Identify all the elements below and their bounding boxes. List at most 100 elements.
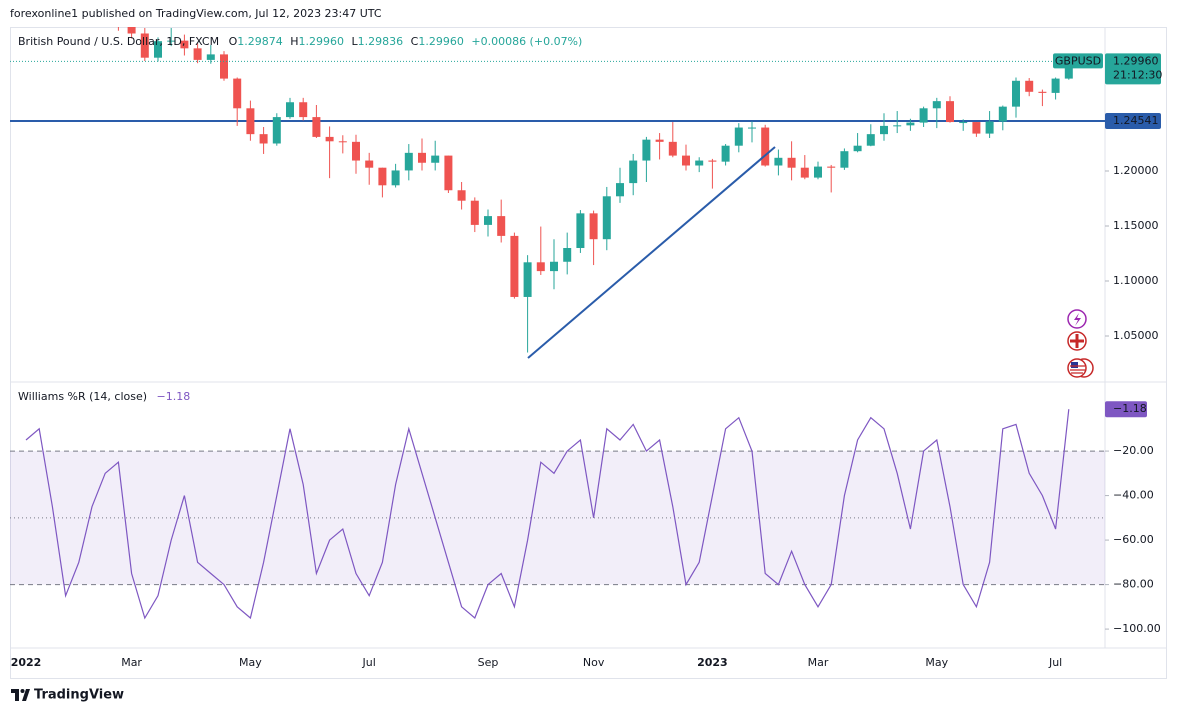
candle-body xyxy=(180,40,189,49)
candle-body xyxy=(800,167,809,178)
candle-body xyxy=(1051,78,1060,93)
candle-body xyxy=(431,155,440,163)
candle-body xyxy=(193,48,202,60)
candle-body xyxy=(972,122,981,134)
indicator-pane xyxy=(10,409,1105,620)
candle-body xyxy=(827,166,836,168)
ohlc-value: 1.29960 xyxy=(299,35,345,48)
frame xyxy=(10,27,1167,679)
candle-body xyxy=(325,136,334,142)
x-tick-label: Sep xyxy=(478,656,499,669)
indicator-value: −1.18 xyxy=(157,390,191,403)
y-tick-label: −60.00 xyxy=(1113,533,1154,546)
x-tick-label: Mar xyxy=(121,656,142,669)
candle-body xyxy=(457,190,466,201)
footer-brand: TradingView xyxy=(34,688,124,703)
candle-body xyxy=(154,41,162,58)
footer-logo xyxy=(11,689,30,701)
candle-body xyxy=(998,106,1007,122)
indicator-title: Williams %R (14, close) xyxy=(18,390,147,403)
candle-body xyxy=(484,216,492,225)
candle-body xyxy=(893,125,902,127)
candle-body xyxy=(814,166,822,178)
y-tick-label: −100.00 xyxy=(1113,622,1161,635)
candle-body xyxy=(550,261,558,272)
williams-line xyxy=(25,409,1070,620)
candle-body xyxy=(299,102,308,118)
candle-body xyxy=(853,145,862,152)
candle-body xyxy=(470,200,479,225)
ohlc-label: O xyxy=(229,35,238,48)
level-label: 1.24541 xyxy=(1113,114,1159,127)
candle-body xyxy=(682,155,690,166)
x-tick-label: Nov xyxy=(583,656,605,669)
candle-body xyxy=(959,122,968,124)
x-tick-label: May xyxy=(925,656,948,669)
candle-body xyxy=(761,127,770,166)
last-price-label: 1.29960 xyxy=(1113,54,1159,67)
x-tick-label: 2023 xyxy=(697,656,728,669)
candle-body xyxy=(1025,80,1034,92)
candle-body xyxy=(88,0,96,3)
candle-body xyxy=(655,139,664,142)
candle-body xyxy=(774,157,783,166)
indicator-badge-label: −1.18 xyxy=(1113,402,1147,415)
legend-main: British Pound / U.S. Dollar, 1D, FXCM O1… xyxy=(18,35,582,48)
ohlc-value: 1.29874 xyxy=(237,35,283,48)
y-tick-label: −40.00 xyxy=(1113,489,1154,502)
candle-body xyxy=(1012,80,1020,107)
symbol-title: British Pound / U.S. Dollar, 1D, FXCM xyxy=(18,35,219,48)
candle-body xyxy=(668,141,677,156)
candle-body xyxy=(338,141,347,143)
ohlc-value: 1.29836 xyxy=(358,35,404,48)
symbol-label: GBPUSD xyxy=(1055,54,1101,67)
candle-body xyxy=(708,160,717,162)
candle-body xyxy=(866,134,875,146)
y-tick-label: 1.20000 xyxy=(1113,164,1159,177)
candle-body xyxy=(167,40,176,42)
symbol-badge xyxy=(1053,53,1103,69)
candle-body xyxy=(246,108,255,135)
candle-body xyxy=(365,160,374,168)
candle-body xyxy=(721,145,730,162)
x-tick-label: 2022 xyxy=(11,656,42,669)
candle-body xyxy=(919,108,928,123)
candle-body xyxy=(220,54,228,79)
countdown: 21:12:30 xyxy=(1113,68,1162,81)
candle-body xyxy=(444,155,453,191)
x-tick-label: Jul xyxy=(1048,656,1062,669)
ohlc-label: H xyxy=(290,35,298,48)
candle-body xyxy=(787,157,796,168)
candle-body xyxy=(418,152,426,163)
candle-body xyxy=(589,213,598,240)
candle-body xyxy=(404,152,413,171)
side-icons xyxy=(1067,309,1094,378)
candle-body xyxy=(497,216,506,236)
ohlc-label: C xyxy=(411,35,419,48)
candle-body xyxy=(233,78,242,109)
y-tick-label: 1.10000 xyxy=(1113,274,1159,287)
candle-body xyxy=(1038,91,1047,93)
candle-body xyxy=(642,139,651,161)
candle-body xyxy=(272,117,281,144)
candle-body xyxy=(523,262,532,297)
main-pane xyxy=(10,0,1105,353)
candle-body xyxy=(378,167,387,186)
candle-body xyxy=(946,101,954,123)
candle-body xyxy=(352,141,360,161)
level-badge xyxy=(1105,113,1161,130)
candle-body xyxy=(880,125,888,135)
candle-body xyxy=(840,151,849,168)
legend-indicator: Williams %R (14, close) −1.18 xyxy=(18,390,190,403)
candle-body xyxy=(985,121,994,134)
candle-body xyxy=(616,183,624,197)
y-tick-label: −80.00 xyxy=(1113,578,1154,591)
candle-body xyxy=(748,127,756,129)
x-tick-label: Mar xyxy=(808,656,829,669)
change: +0.00086 (+0.07%) xyxy=(471,35,582,48)
candle-body xyxy=(576,213,585,249)
candle-body xyxy=(563,248,572,262)
x-tick-label: Jul xyxy=(362,656,376,669)
ohlc-value: 1.29960 xyxy=(418,35,464,48)
